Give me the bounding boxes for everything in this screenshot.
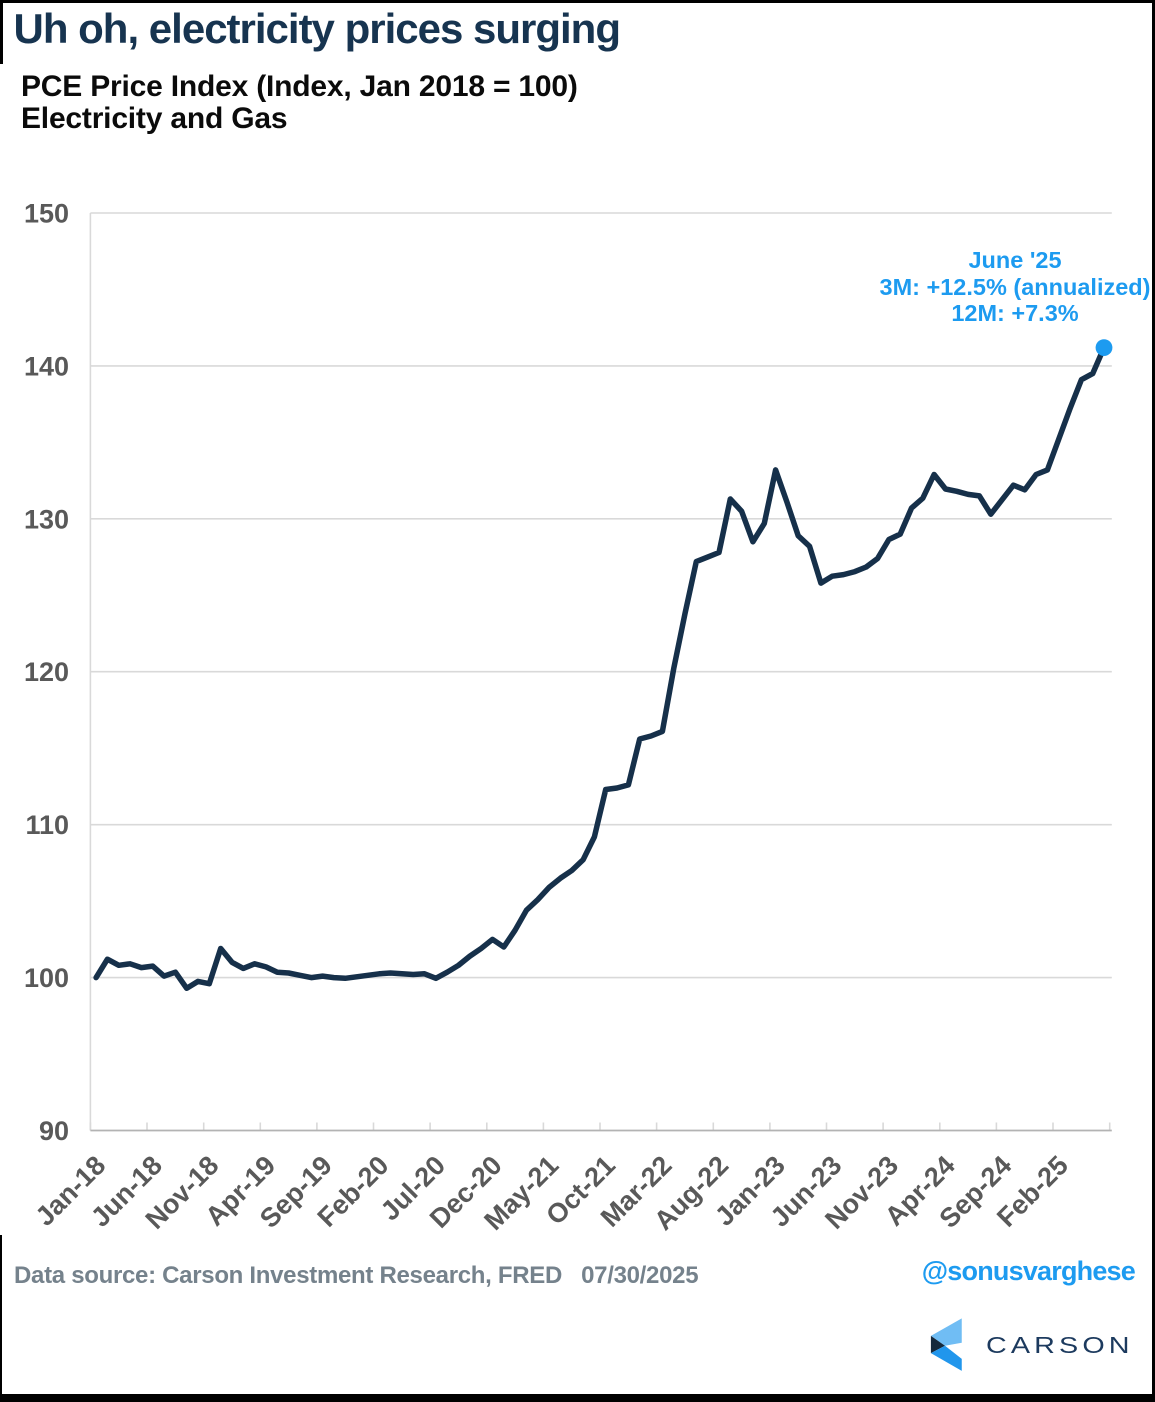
svg-text:June '25: June '25	[968, 247, 1061, 273]
svg-text:130: 130	[24, 504, 69, 534]
svg-text:150: 150	[24, 199, 69, 229]
svg-text:100: 100	[24, 963, 69, 993]
svg-text:110: 110	[25, 810, 69, 840]
svg-text:3M: +12.5% (annualized): 3M: +12.5% (annualized)	[880, 274, 1151, 300]
svg-text:140: 140	[24, 351, 69, 381]
svg-text:12M: +7.3%: 12M: +7.3%	[951, 300, 1078, 326]
svg-text:120: 120	[24, 657, 69, 687]
svg-text:90: 90	[39, 1116, 69, 1146]
svg-text:CARSON: CARSON	[986, 1332, 1134, 1359]
